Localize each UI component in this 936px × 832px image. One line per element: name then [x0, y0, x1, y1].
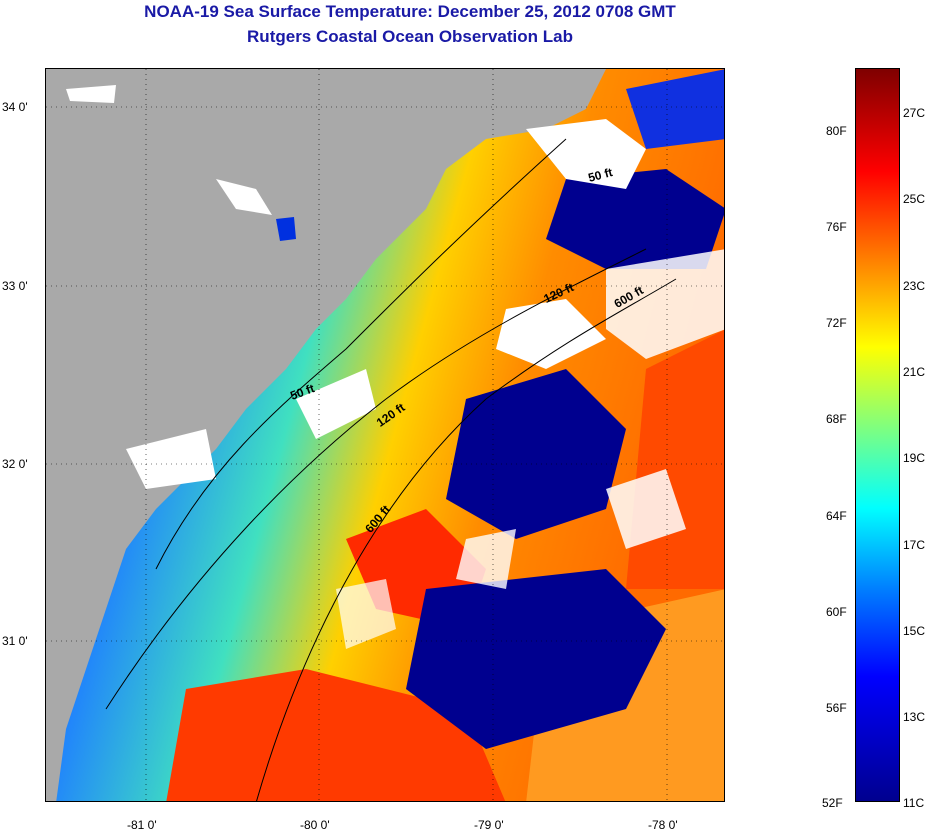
lon-label: -80 0' — [300, 818, 330, 832]
colorbar-celsius-label: 17C — [903, 538, 926, 552]
map-title: NOAA-19 Sea Surface Temperature: Decembe… — [144, 2, 676, 21]
colorbar-celsius-label: 11C — [903, 796, 925, 810]
cloud-patch-4 — [296, 369, 376, 439]
lon-label: -79 0' — [474, 818, 504, 832]
cloud-mid — [496, 299, 606, 369]
isobath-line — [155, 138, 567, 570]
lat-label: 31 0' — [2, 634, 28, 648]
inland-reservoir — [276, 217, 296, 241]
lon-label: -81 0' — [127, 818, 157, 832]
isobath-line — [105, 248, 647, 710]
colorbar-celsius-label: 27C — [903, 106, 926, 120]
colorbar-fahrenheit-label: 72F — [826, 316, 847, 330]
colorbar-celsius-label: 23C — [903, 279, 926, 293]
inland-lake — [216, 179, 272, 215]
cloud-east — [606, 249, 724, 359]
lat-label: 34 0' — [2, 100, 28, 114]
cloud-patch-2 — [336, 579, 396, 649]
colorbar-fahrenheit-label: 64F — [826, 509, 847, 523]
sst-map — [45, 68, 725, 802]
warm-south-patch — [166, 669, 506, 801]
graticule — [46, 69, 724, 801]
cloud-patch-5 — [126, 429, 216, 489]
colorbar-celsius-label: 15C — [903, 624, 926, 638]
colorbar-celsius-label: 25C — [903, 192, 926, 206]
lon-label: -78 0' — [648, 818, 678, 832]
lat-label: 33 0' — [2, 279, 28, 293]
cold-patch-center — [446, 369, 626, 539]
cloud-patch-1 — [456, 529, 516, 589]
map-subtitle: Rutgers Coastal Ocean Observation Lab — [247, 27, 573, 46]
colorbar-celsius-label: 13C — [903, 710, 926, 724]
colorbar-fahrenheit-label: 52F — [822, 796, 843, 810]
cloud-patch-3 — [606, 469, 686, 549]
colorbar-fahrenheit-label: 60F — [826, 605, 847, 619]
cloud-north — [526, 119, 646, 189]
colorbar-fahrenheit-label: 68F — [826, 412, 847, 426]
lat-label: 32 0' — [2, 457, 28, 471]
colorbar-fahrenheit-label: 56F — [826, 701, 847, 715]
temperature-colorbar — [855, 68, 900, 802]
colorbar-fahrenheit-label: 80F — [826, 124, 847, 138]
colorbar-celsius-label: 19C — [903, 451, 926, 465]
cold-patch-northeast — [626, 69, 724, 149]
cold-patch-south — [406, 569, 666, 749]
cold-patch-north — [546, 169, 724, 269]
colorbar-fahrenheit-label: 76F — [826, 220, 847, 234]
colorbar-celsius-label: 21C — [903, 365, 926, 379]
isobath-line — [256, 278, 677, 801]
inland-lake — [66, 85, 116, 103]
sst-map-svg — [46, 69, 724, 801]
